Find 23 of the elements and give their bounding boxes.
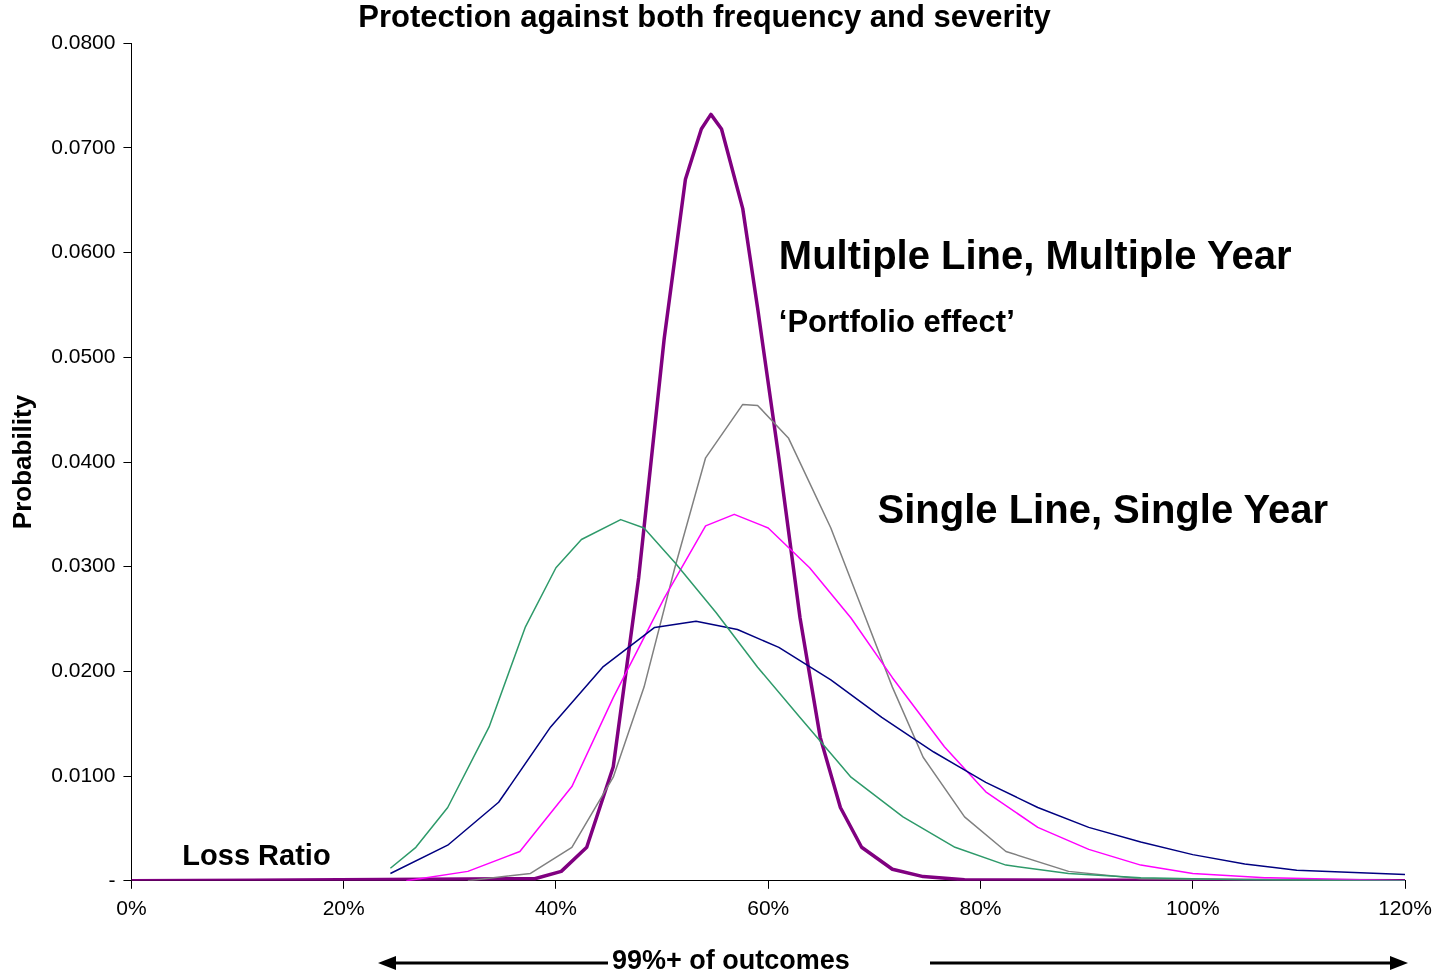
annotation: Loss Ratio: [182, 838, 331, 871]
annotation: Multiple Line, Multiple Year: [778, 232, 1292, 277]
annotation: Single Line, Single Year: [877, 487, 1329, 532]
x-tick-label: 60%: [747, 896, 790, 920]
x-tick-label: 40%: [534, 896, 577, 920]
annotation: ‘Portfolio effect’: [778, 304, 1015, 340]
x-tick-label: 20%: [322, 896, 365, 920]
x-tick-label: 0%: [116, 896, 147, 920]
x-tick-label: 120%: [1378, 896, 1432, 920]
y-axis-title: Probability: [6, 394, 37, 530]
x-tick-label: 80%: [959, 896, 1002, 920]
y-tick-label: -: [108, 867, 116, 891]
y-tick-label: 0.0600: [51, 239, 116, 263]
x-tick-label: 100%: [1165, 896, 1220, 920]
y-tick-label: 0.0800: [51, 30, 116, 53]
chart-title: Protection against both frequency and severity: [358, 0, 1052, 35]
y-tick-label: 0.0300: [51, 553, 116, 577]
y-tick-label: 0.0200: [51, 658, 116, 682]
text: 99%+ of outcomes: [612, 945, 850, 976]
y-tick-label: 0.0700: [51, 134, 116, 158]
y-tick-label: 0.0400: [51, 448, 116, 472]
y-tick-label: 0.0500: [51, 344, 116, 368]
y-tick-label: 0.0100: [51, 762, 116, 786]
